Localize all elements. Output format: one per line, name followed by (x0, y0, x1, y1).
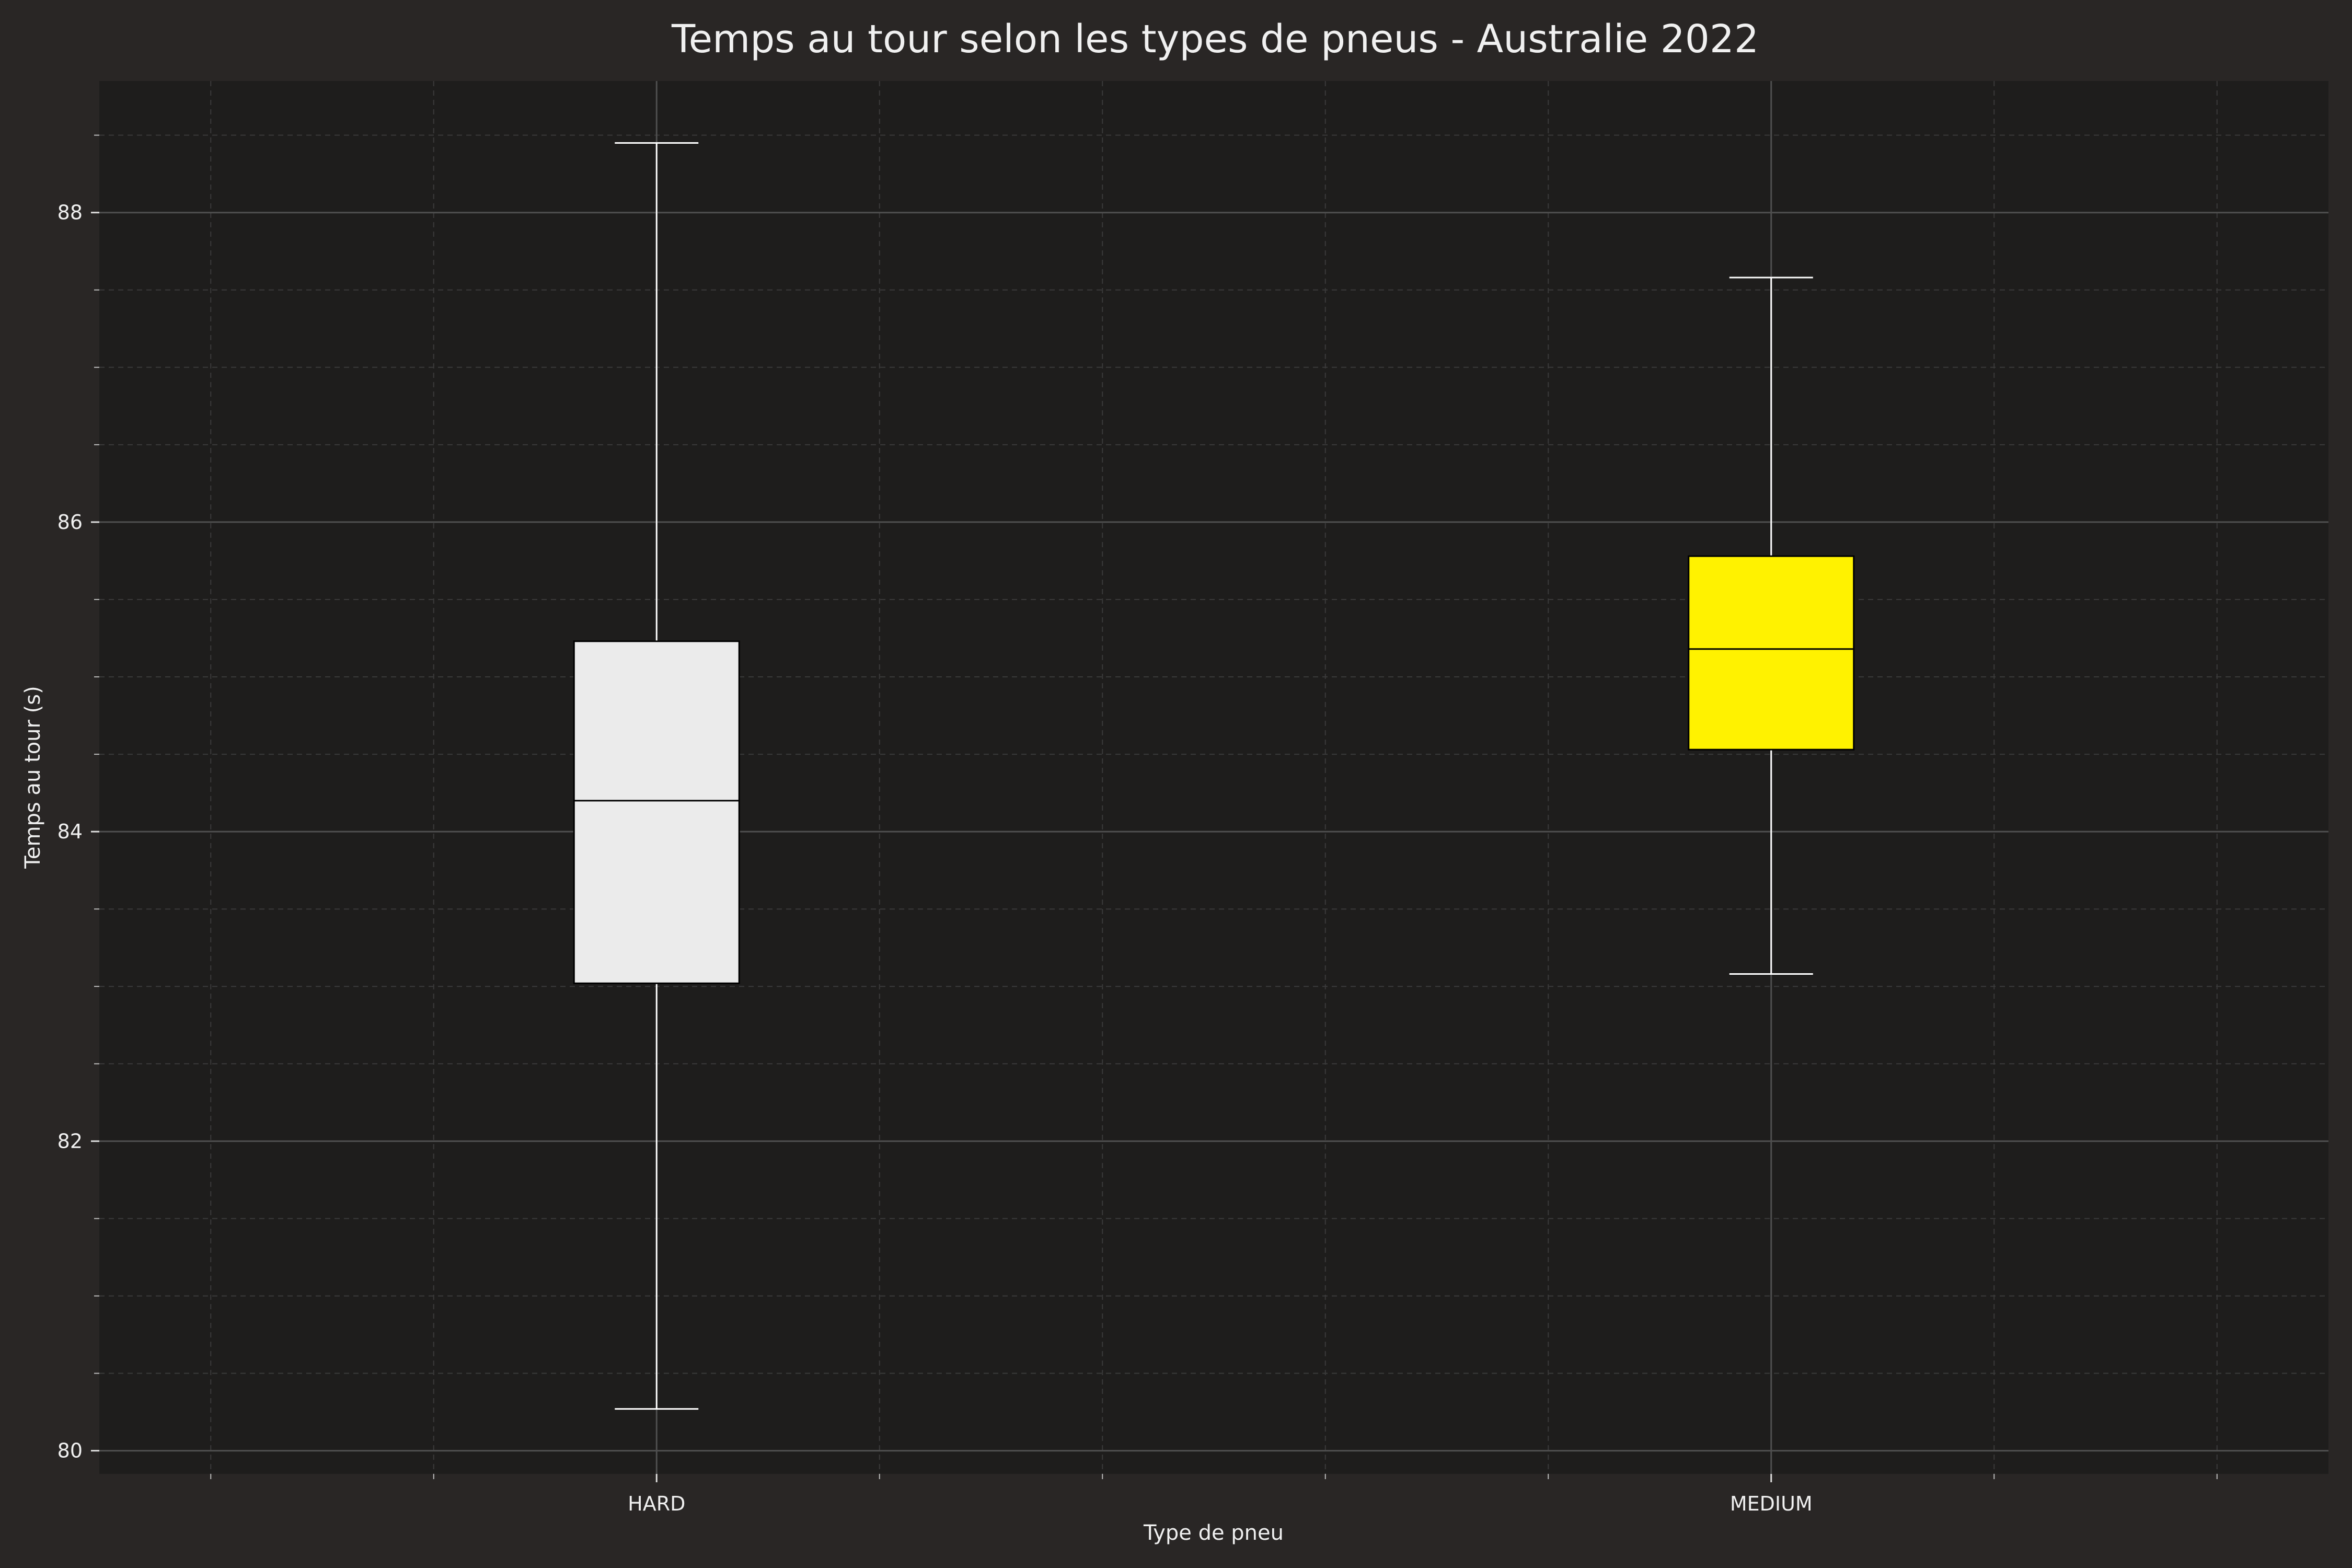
y-tick-label: 88 (57, 201, 83, 224)
y-axis-ticks: 80 82 84 86 88 (57, 134, 99, 1462)
y-tick-label: 84 (57, 820, 83, 843)
y-tick-label: 86 (57, 511, 83, 534)
x-tick-label: HARD (628, 1492, 685, 1515)
box-iqr (1688, 555, 1855, 751)
x-tick-label: MEDIUM (1730, 1492, 1813, 1515)
y-axis-label: Temps au tour (s) (21, 686, 45, 869)
y-tick-label: 80 (57, 1439, 83, 1462)
x-axis-ticks: HARD MEDIUM (210, 1474, 2218, 1515)
x-axis-label: Type de pneu (1143, 1521, 1284, 1545)
chart-title: Temps au tour selon les types de pneus -… (671, 17, 1759, 62)
box-iqr (573, 640, 740, 984)
boxes-layer (573, 142, 1855, 1410)
plot-area (99, 81, 2328, 1474)
minor-grid (99, 81, 2328, 1474)
y-tick-label: 82 (57, 1129, 83, 1152)
box-medium (1688, 276, 1855, 975)
box-hard (573, 142, 740, 1410)
